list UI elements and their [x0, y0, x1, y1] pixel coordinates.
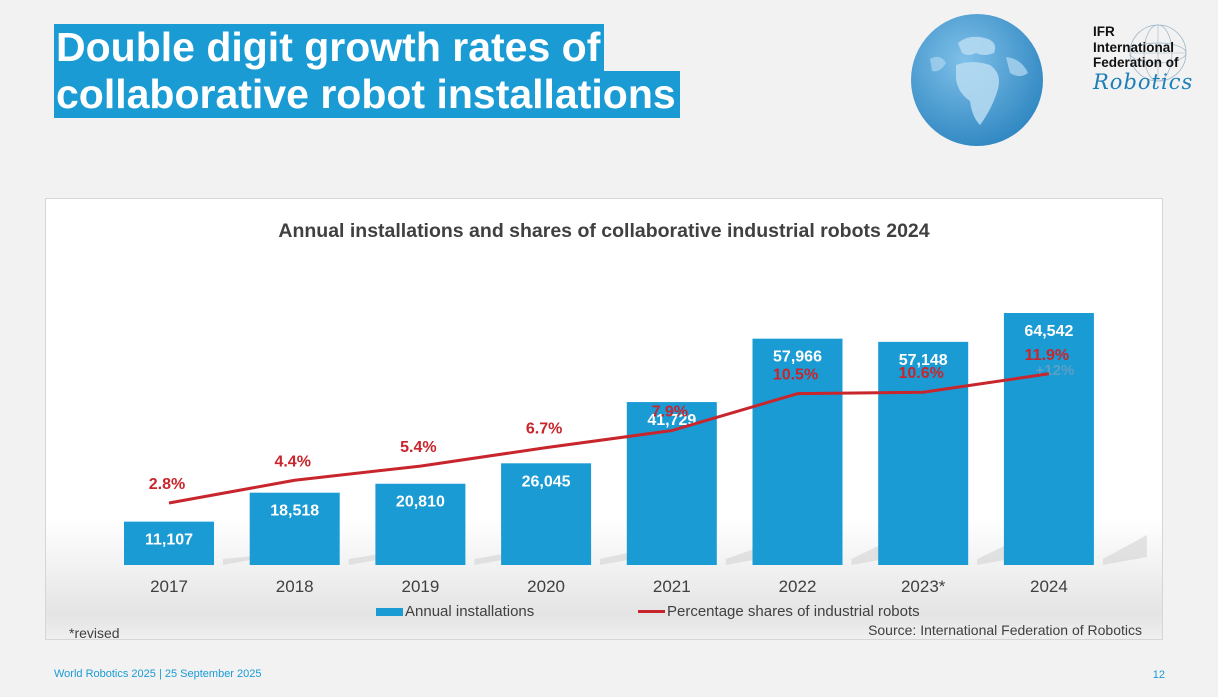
logo-script: Robotics — [1093, 69, 1194, 94]
legend-item-installations: Annual installations — [376, 603, 534, 620]
bar-2024 — [1003, 313, 1094, 565]
bar-value-label: 64,542 — [1024, 323, 1073, 340]
x-tick-label: 2022 — [779, 577, 817, 596]
bar-value-label: 57,966 — [773, 349, 822, 366]
legend-bar-swatch — [376, 607, 403, 616]
x-tick-label: 2023* — [901, 577, 946, 596]
bar-value-label: 41,729 — [647, 412, 696, 429]
bar-2019 — [375, 483, 466, 565]
ifr-globe-mark-icon — [1129, 24, 1187, 82]
line-point-label: 6.7% — [526, 421, 562, 438]
bar-value-label: 20,810 — [396, 494, 445, 511]
globe-icon — [911, 14, 1043, 146]
bar-value-label: 57,148 — [899, 352, 948, 369]
slide-title-line-2: collaborative robot installations — [54, 71, 680, 118]
bar-shadow — [1102, 535, 1147, 565]
bar-2022 — [752, 338, 843, 565]
x-tick-label: 2018 — [276, 577, 314, 596]
page-number: 12 — [1152, 669, 1165, 681]
bar-2020 — [501, 463, 592, 565]
bar-value-label: 18,518 — [270, 503, 319, 520]
x-tick-label: 2021 — [653, 577, 691, 596]
bar-value-label: 26,045 — [522, 473, 571, 490]
bar-2023-revised — [878, 341, 969, 565]
chart-title: Annual installations and shares of colla… — [278, 220, 930, 242]
line-point-label: 5.4% — [400, 439, 436, 456]
line-point-label: 10.5% — [773, 367, 818, 384]
legend-label-installations: Annual installations — [405, 603, 535, 620]
line-point-label: 4.4% — [274, 453, 310, 470]
growth-annotation: +12% — [1036, 362, 1075, 379]
logo-line-2: International — [1093, 39, 1175, 55]
ifr-logo: IFR International Federation of Robotics — [1093, 24, 1208, 104]
legend-line-swatch — [638, 610, 665, 613]
source-note: Source: International Federation of Robo… — [868, 622, 1142, 638]
line-point-label: 10.6% — [899, 365, 944, 382]
bar-2017 — [124, 521, 214, 565]
bar-value-label: 11,107 — [145, 532, 193, 549]
x-tick-label: 2024 — [1030, 577, 1068, 596]
line-point-label: 2.8% — [149, 476, 185, 493]
percentage-share-line — [168, 372, 1050, 505]
x-tick-label: 2020 — [527, 577, 565, 596]
bar-2018 — [249, 492, 340, 565]
legend-item-shares: Percentage shares of industrial robots — [638, 603, 920, 620]
footer-text: World Robotics 2025 | 25 September 2025 — [54, 668, 262, 680]
x-tick-label: 2019 — [401, 577, 439, 596]
chart-canvas: 11,107 2017 18,518 2018 20,810 2019 26,045 2020… — [124, 313, 1147, 596]
logo-line-1: IFR — [1093, 24, 1115, 39]
panel-floor-shading — [46, 519, 1162, 639]
x-tick-label: 2017 — [150, 577, 188, 596]
legend-label-shares: Percentage shares of industrial robots — [667, 603, 920, 620]
revised-note: *revised — [69, 625, 120, 640]
chart-panel: 11,107 2017 18,518 2018 20,810 2019 26,045 2020… — [45, 198, 1163, 640]
slide-title-line-1: Double digit growth rates of — [54, 24, 605, 71]
line-point-label: 11.9% — [1025, 347, 1069, 364]
line-point-label: 7.9% — [652, 404, 688, 421]
logo-line-3: Federation of — [1093, 55, 1179, 70]
